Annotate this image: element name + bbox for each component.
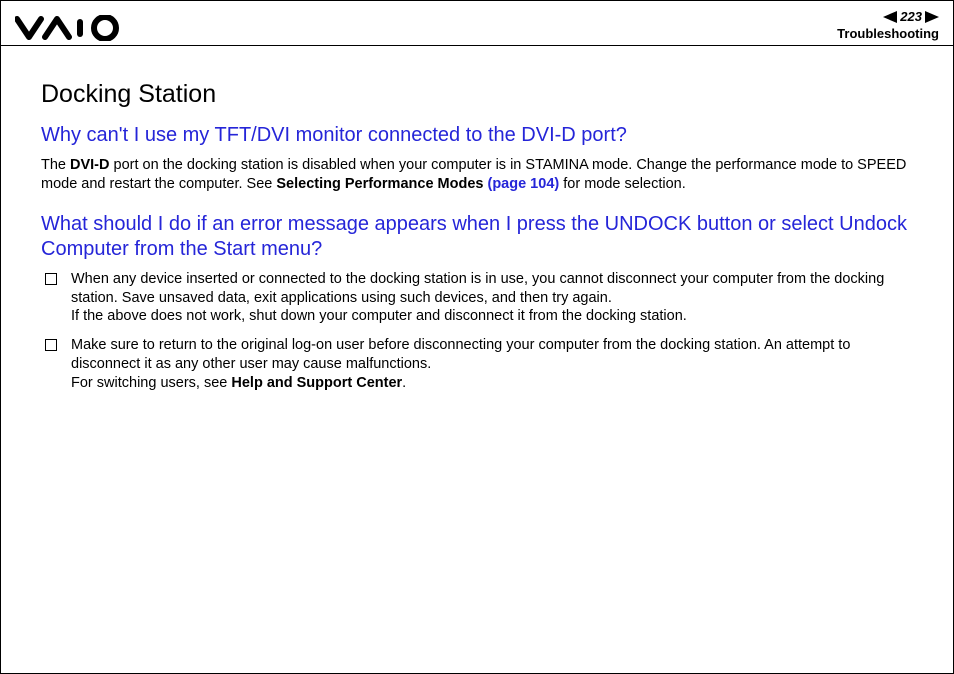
vaio-logo (15, 9, 135, 41)
page-nav[interactable]: 223 (883, 9, 939, 24)
header-right: 223 Troubleshooting (837, 9, 939, 41)
question-2: What should I do if an error message app… (41, 212, 917, 262)
bullet-line: For switching users, see (71, 375, 231, 391)
answer-1: The DVI-D port on the docking station is… (41, 156, 917, 194)
bullet-line: Make sure to return to the original log-… (71, 337, 850, 372)
answer-1-bold-2: Selecting Performance Modes (276, 176, 487, 192)
page-content: Docking Station Why can't I use my TFT/D… (1, 46, 953, 393)
list-item-text: Make sure to return to the original log-… (71, 336, 917, 393)
bullet-line: When any device inserted or connected to… (71, 271, 884, 306)
page-header: 223 Troubleshooting (1, 1, 953, 46)
bullet-line: If the above does not work, shut down yo… (71, 308, 687, 324)
bullet-icon (45, 273, 57, 285)
page-link[interactable]: (page 104) (487, 176, 559, 192)
page-title: Docking Station (41, 80, 917, 109)
answer-1-bold-1: DVI-D (70, 157, 109, 173)
bullet-bold: Help and Support Center (231, 375, 402, 391)
next-page-arrow-icon[interactable] (925, 11, 939, 23)
list-item: Make sure to return to the original log-… (41, 336, 917, 393)
list-item: When any device inserted or connected to… (41, 270, 917, 327)
answer-1-text-3: for mode selection. (559, 176, 686, 192)
page-number: 223 (898, 9, 924, 24)
answer-1-text: The (41, 157, 70, 173)
bullet-icon (45, 339, 57, 351)
question-1: Why can't I use my TFT/DVI monitor conne… (41, 123, 917, 148)
prev-page-arrow-icon[interactable] (883, 11, 897, 23)
bullet-line: . (402, 375, 406, 391)
answer-2-list: When any device inserted or connected to… (41, 270, 917, 393)
section-label: Troubleshooting (837, 26, 939, 41)
list-item-text: When any device inserted or connected to… (71, 270, 917, 327)
